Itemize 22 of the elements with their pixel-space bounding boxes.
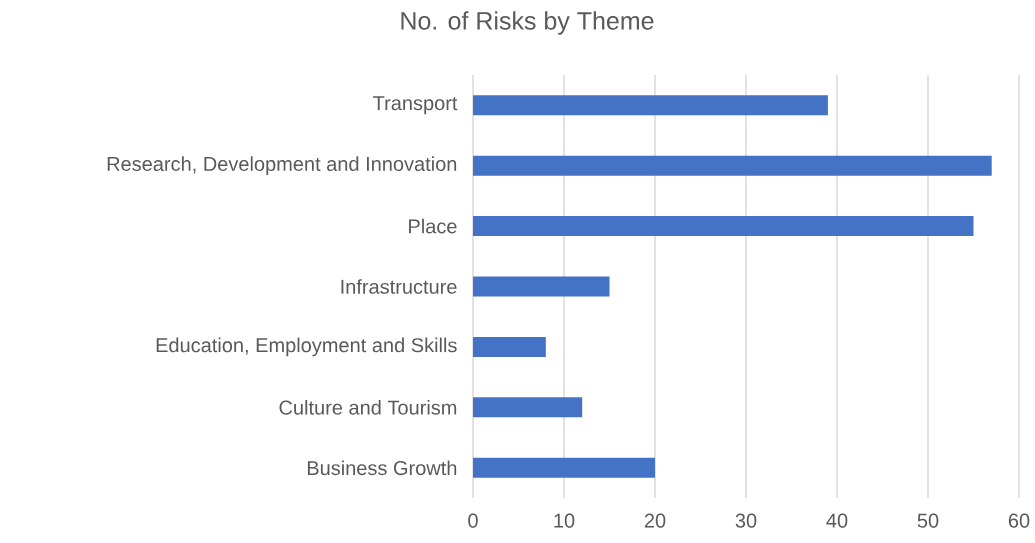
x-tick-label: 20 [644,513,666,528]
y-tick-label: Education, Employment and Skills [156,337,457,357]
chart-title: No. of Risks by Theme [401,11,654,35]
bar [473,95,828,116]
bar [473,457,655,478]
x-tick-label: 10 [554,513,575,528]
y-tick-label: Transport [373,96,458,115]
y-tick-label: Place [409,218,457,234]
bar [473,216,974,237]
bar [473,155,992,176]
bar [473,397,583,418]
bar [473,336,546,357]
y-tick-label: Infrastructure [341,279,457,294]
y-tick-label: Culture and Tourism [279,400,457,415]
bar [473,276,610,297]
x-tick-label: 60 [1008,513,1030,528]
y-tick-label: Research, Development and Innovation [107,156,457,175]
x-tick-label: 40 [826,513,848,528]
x-tick-label: 50 [917,513,939,528]
y-tick-label: Business Growth [307,460,457,476]
x-tick-label: 0 [468,513,478,528]
x-tick-label: 30 [735,513,757,528]
